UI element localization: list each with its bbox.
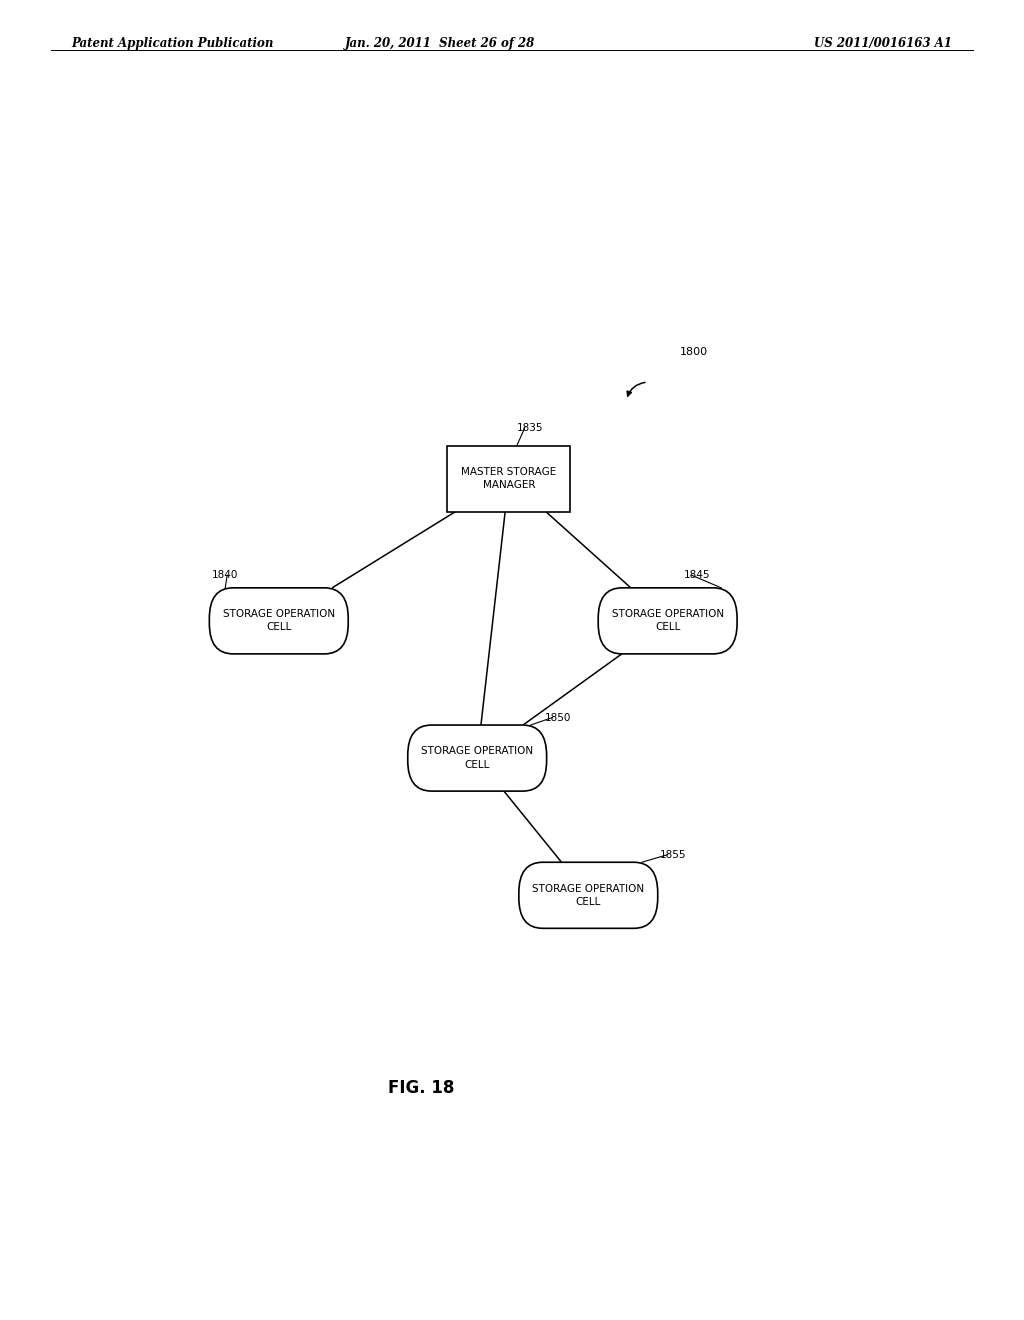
Text: Patent Application Publication: Patent Application Publication	[72, 37, 274, 50]
FancyBboxPatch shape	[408, 725, 547, 791]
Text: FIG. 18: FIG. 18	[388, 1080, 455, 1097]
Text: 1835: 1835	[517, 422, 544, 433]
Text: 1840: 1840	[211, 570, 238, 581]
FancyBboxPatch shape	[209, 587, 348, 653]
Text: 1855: 1855	[659, 850, 686, 859]
Text: 1845: 1845	[684, 570, 710, 581]
Text: STORAGE OPERATION
CELL: STORAGE OPERATION CELL	[611, 610, 724, 632]
FancyBboxPatch shape	[519, 862, 657, 928]
Text: 1850: 1850	[545, 713, 571, 722]
FancyBboxPatch shape	[447, 446, 570, 512]
Text: MASTER STORAGE
MANAGER: MASTER STORAGE MANAGER	[461, 467, 557, 490]
Text: STORAGE OPERATION
CELL: STORAGE OPERATION CELL	[532, 883, 644, 907]
Text: 1800: 1800	[680, 347, 708, 356]
Text: Jan. 20, 2011  Sheet 26 of 28: Jan. 20, 2011 Sheet 26 of 28	[345, 37, 536, 50]
Text: STORAGE OPERATION
CELL: STORAGE OPERATION CELL	[223, 610, 335, 632]
FancyBboxPatch shape	[598, 587, 737, 653]
Text: US 2011/0016163 A1: US 2011/0016163 A1	[814, 37, 952, 50]
Text: STORAGE OPERATION
CELL: STORAGE OPERATION CELL	[421, 747, 534, 770]
